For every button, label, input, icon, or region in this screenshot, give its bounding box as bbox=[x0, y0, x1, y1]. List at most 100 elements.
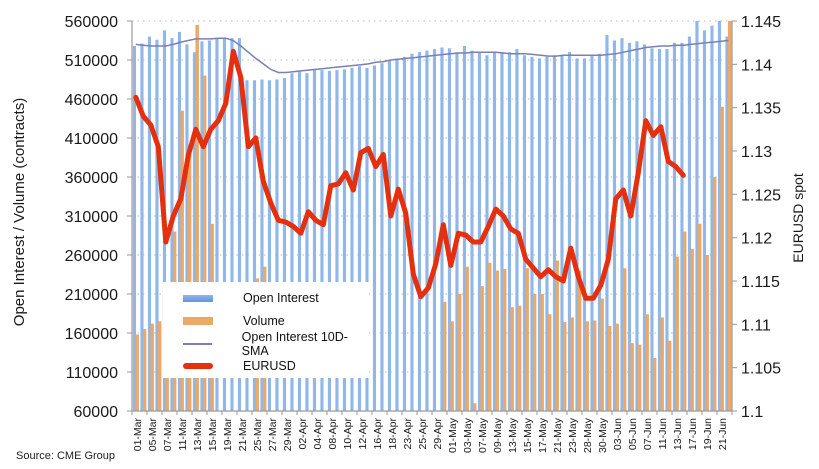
open-interest-bar bbox=[545, 56, 549, 411]
y-axis-title: Open Interest / Volume (contracts) bbox=[11, 98, 28, 326]
open-interest-bar bbox=[560, 55, 564, 411]
volume-bar bbox=[150, 323, 154, 411]
volume-bar bbox=[502, 269, 507, 411]
open-interest-bar bbox=[530, 56, 534, 411]
open-interest-bar bbox=[417, 52, 422, 411]
x-tick-label: 30-May bbox=[597, 417, 609, 453]
x-tick-label: 07-Jun bbox=[642, 418, 654, 450]
y2-tick-label: 1.125 bbox=[741, 187, 781, 204]
y-tick-label: 60000 bbox=[74, 404, 119, 421]
volume-bar bbox=[510, 307, 514, 411]
open-interest-bar bbox=[492, 52, 497, 411]
volume-bar bbox=[630, 343, 634, 411]
volume-bar bbox=[555, 260, 559, 411]
x-tick-label: 15-May bbox=[522, 417, 534, 453]
open-interest-bar bbox=[260, 79, 264, 411]
open-interest-bar bbox=[710, 25, 714, 412]
y-tick-label: 510000 bbox=[65, 53, 118, 70]
volume-bar bbox=[157, 321, 162, 411]
legend-item-oi-sma: Open Interest 10D-SMA bbox=[163, 330, 369, 358]
open-interest-bar bbox=[477, 52, 482, 411]
volume-bar bbox=[720, 106, 724, 412]
y2-axis-title: EURUSD spot bbox=[790, 173, 806, 263]
y-tick-label: 210000 bbox=[65, 287, 118, 304]
open-interest-bar bbox=[192, 52, 197, 411]
legend-swatch-volume bbox=[183, 317, 213, 325]
x-tick-label: 04-Apr bbox=[312, 417, 324, 449]
x-tick-label: 13-Jun bbox=[672, 418, 684, 450]
x-tick-label: 13-Mar bbox=[192, 418, 204, 452]
x-tick-label: 23-Apr bbox=[402, 417, 414, 449]
open-interest-bar bbox=[582, 58, 587, 411]
open-interest-bar bbox=[425, 50, 429, 411]
x-tick-label: 13-May bbox=[507, 417, 519, 453]
open-interest-bar bbox=[687, 36, 692, 411]
open-interest-bar bbox=[650, 48, 654, 412]
open-interest-bar bbox=[470, 50, 474, 411]
open-interest-bar bbox=[432, 49, 437, 412]
y2-tick-label: 1.11 bbox=[741, 317, 771, 334]
open-interest-bar bbox=[537, 58, 542, 411]
volume-bar bbox=[195, 24, 199, 412]
open-interest-bar bbox=[725, 36, 729, 411]
x-tick-label: 02-Apr bbox=[297, 417, 309, 449]
x-tick-label: 12-Apr bbox=[357, 417, 369, 449]
y-tick-label: 560000 bbox=[65, 14, 118, 31]
open-interest-bar bbox=[335, 70, 339, 411]
x-tick-label: 25-Mar bbox=[252, 418, 264, 452]
volume-bar bbox=[682, 231, 687, 411]
open-interest-bar bbox=[200, 41, 204, 411]
y-tick-label: 160000 bbox=[65, 326, 118, 343]
legend-swatch-eurusd bbox=[183, 363, 213, 369]
legend-item-volume: Volume bbox=[163, 311, 285, 331]
open-interest-bar bbox=[665, 49, 669, 412]
y2-tick-label: 1.13 bbox=[741, 144, 772, 161]
x-tick-label: 11-Jun bbox=[657, 418, 669, 449]
open-interest-bar bbox=[680, 42, 684, 412]
open-interest-bar bbox=[372, 65, 377, 412]
x-tick-label: 27-Mar bbox=[267, 418, 279, 452]
open-interest-bar bbox=[140, 43, 144, 412]
volume-bar bbox=[142, 329, 147, 411]
x-tick-label: 19-Mar bbox=[222, 418, 234, 452]
volume-bar bbox=[585, 321, 589, 411]
open-interest-bar bbox=[312, 70, 317, 411]
open-interest-bar bbox=[642, 44, 647, 412]
y-tick-label: 410000 bbox=[65, 131, 118, 148]
open-interest-bar bbox=[290, 73, 294, 411]
open-interest-bar bbox=[267, 80, 272, 411]
open-interest-bar bbox=[252, 80, 257, 411]
volume-bar bbox=[615, 323, 619, 411]
oi-sma-line bbox=[135, 37, 729, 74]
x-axis-ticks: 01-Mar 05-Mar 07-Mar 11-Mar 13-Mar 15-Mar 19-M… bbox=[131, 411, 733, 453]
volume-bar bbox=[705, 255, 709, 411]
y2-tick-label: 1.135 bbox=[741, 101, 781, 118]
legend-swatch-open-interest bbox=[183, 294, 213, 302]
open-interest-bar bbox=[320, 70, 324, 411]
volume-bar bbox=[645, 314, 649, 411]
volume-bar bbox=[472, 403, 477, 411]
volume-bars bbox=[135, 21, 732, 412]
open-interest-bar bbox=[605, 35, 609, 411]
open-interest-bar bbox=[657, 49, 662, 412]
open-interest-bar bbox=[410, 53, 414, 411]
x-tick-label: 01-May bbox=[447, 417, 459, 453]
open-interest-bar bbox=[387, 60, 392, 411]
volume-bar bbox=[690, 248, 694, 411]
x-tick-label: 21-May bbox=[552, 417, 564, 453]
x-tick-label: 08-Apr bbox=[327, 417, 339, 449]
open-interest-bar bbox=[147, 36, 152, 411]
volume-bar bbox=[652, 357, 657, 411]
x-tick-label: 28-May bbox=[582, 417, 594, 453]
x-tick-label: 05-Mar bbox=[147, 418, 159, 452]
volume-bar bbox=[697, 223, 702, 411]
open-interest-bar bbox=[672, 42, 677, 412]
volume-bar bbox=[600, 298, 604, 411]
open-interest-bar bbox=[702, 30, 707, 412]
y-tick-label: 360000 bbox=[65, 170, 118, 187]
volume-bar bbox=[540, 294, 544, 411]
volume-bar bbox=[532, 294, 537, 411]
open-interest-bar bbox=[717, 21, 722, 411]
open-interest-bar bbox=[447, 48, 452, 412]
y-tick-label: 310000 bbox=[65, 209, 118, 226]
